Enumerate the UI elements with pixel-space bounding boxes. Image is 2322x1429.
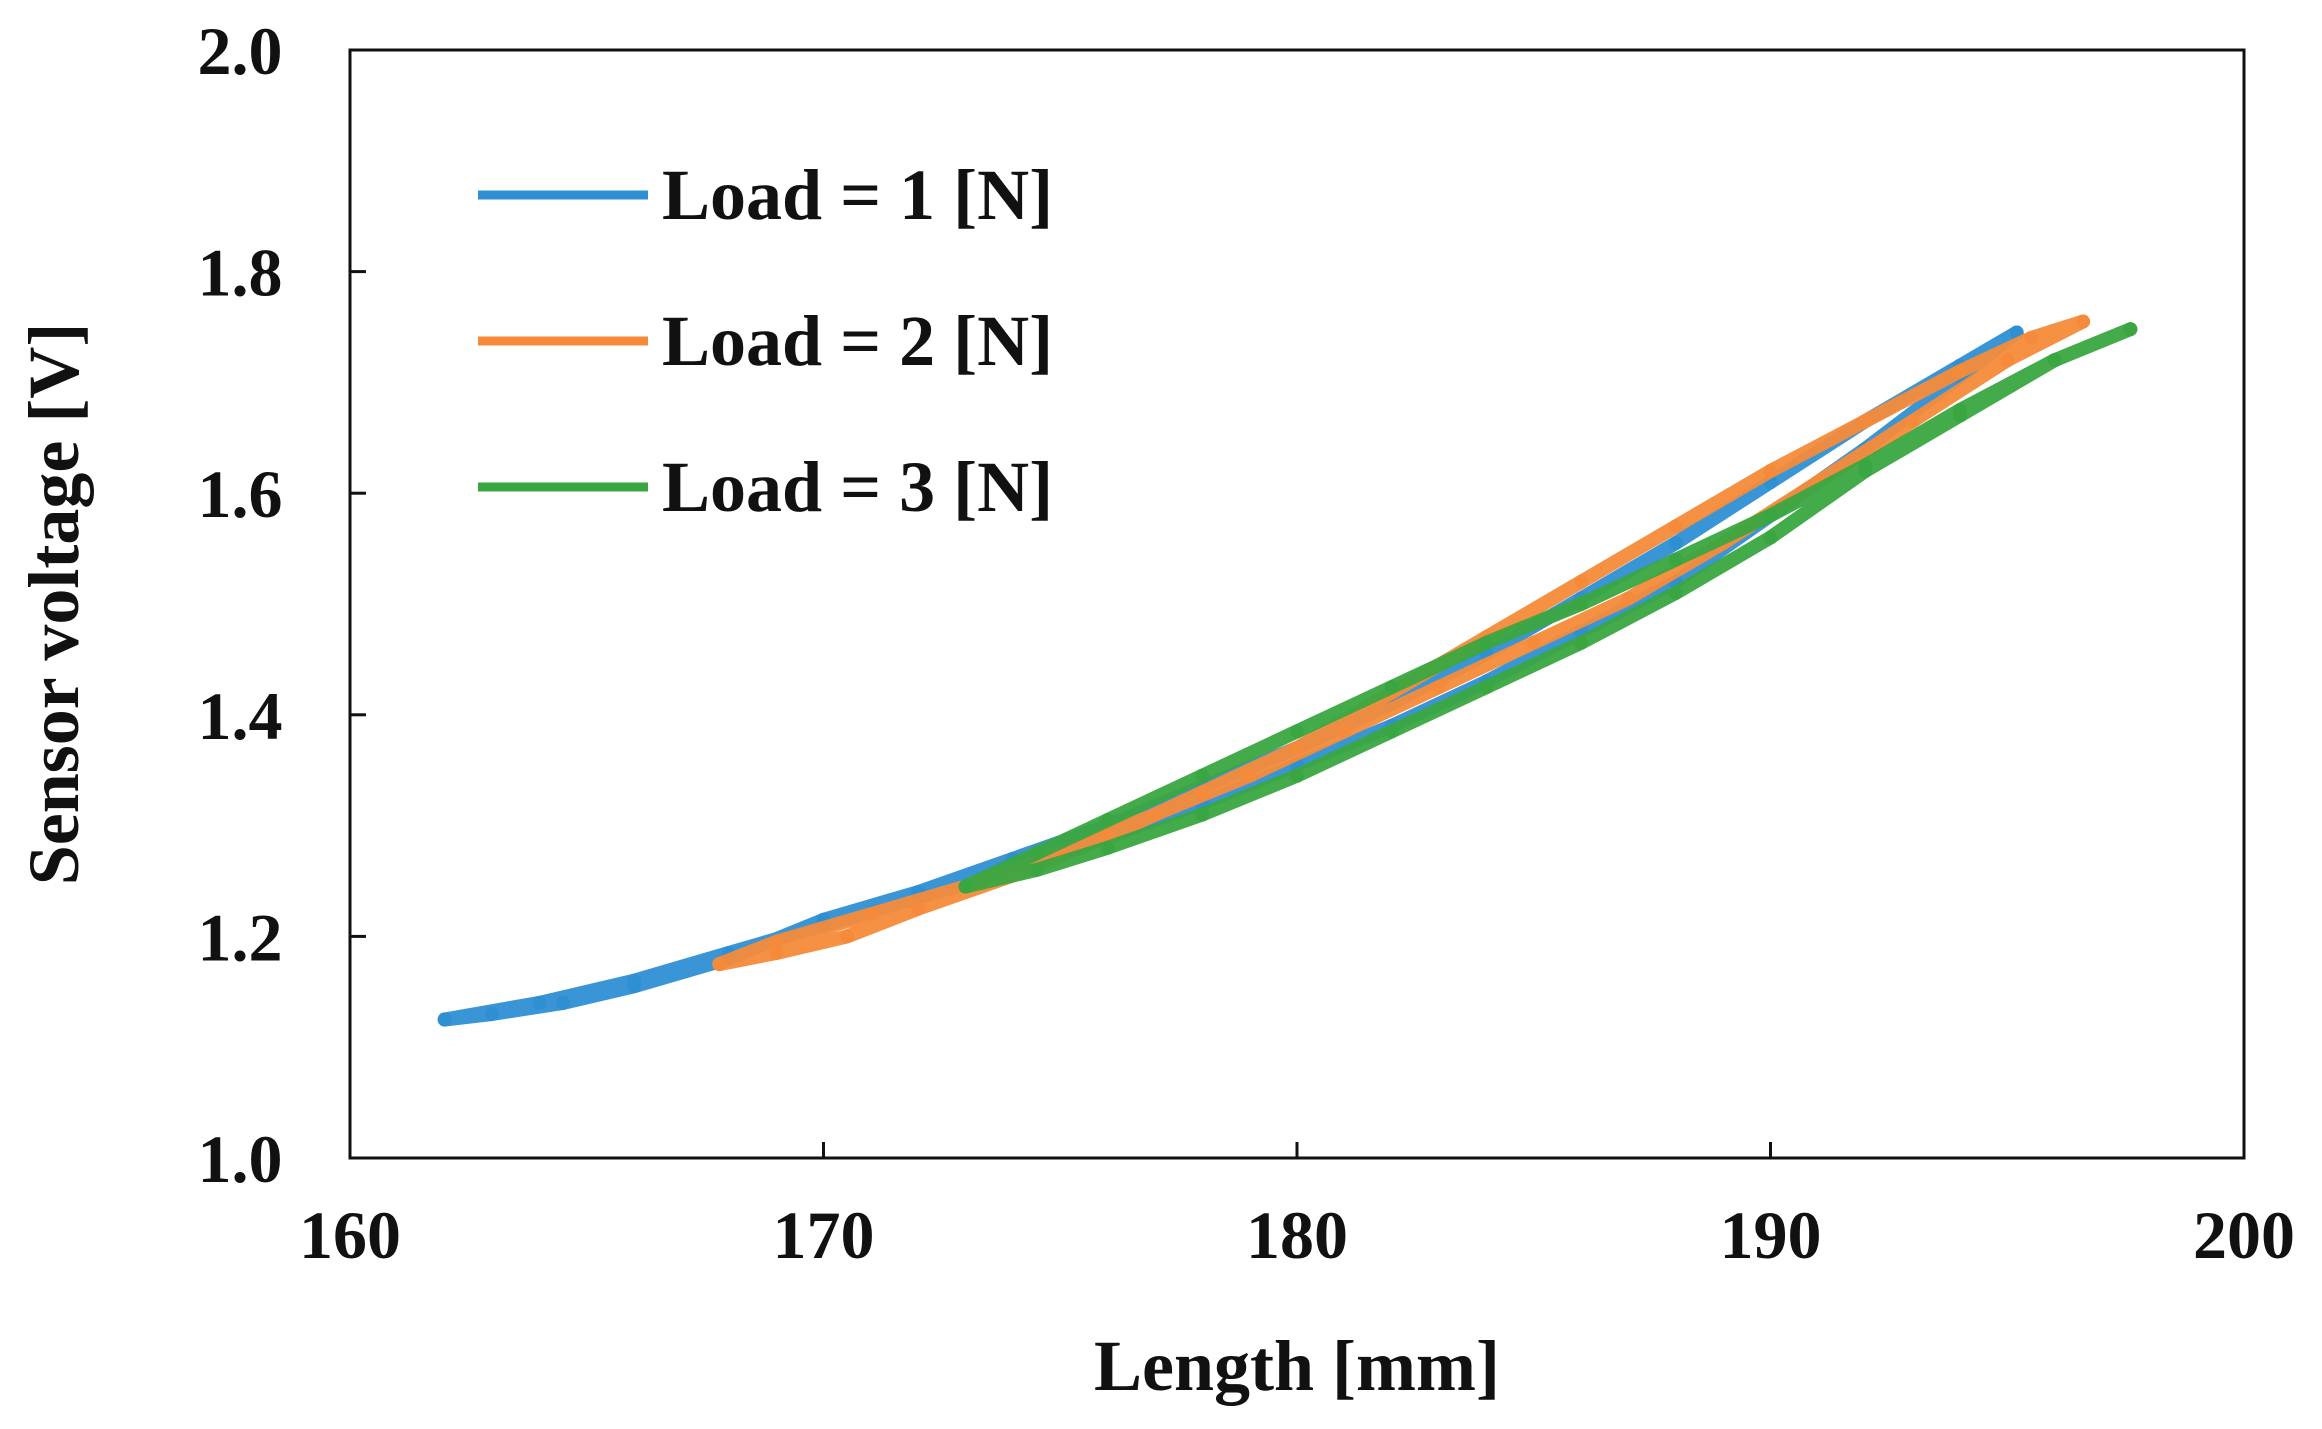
data-point-load-2 [1952, 364, 1967, 379]
data-point-load-2 [1195, 785, 1210, 800]
legend-label-load-3: Load = 3 [N] [662, 447, 1053, 527]
data-point-load-2 [1147, 807, 1162, 822]
y-tick-label: 1.4 [198, 678, 283, 754]
data-point-load-2 [1574, 574, 1589, 589]
data-point-load-3 [2047, 353, 2062, 368]
x-tick-label: 190 [1720, 1197, 1822, 1273]
x-tick-label: 170 [773, 1197, 875, 1273]
ticks-layer: 160 170 180 190 200 1.0 1.2 1.4 1.6 1.8 2.0 [198, 13, 2296, 1273]
data-point-load-1 [437, 1012, 452, 1027]
data-point-load-2 [1290, 741, 1304, 756]
data-point-load-3 [1100, 813, 1115, 828]
y-tick-label: 1.0 [198, 1121, 283, 1197]
legend-label-load-1: Load = 1 [N] [662, 155, 1053, 235]
x-tick-label: 200 [2193, 1197, 2295, 1273]
data-point-load-3 [1029, 846, 1044, 861]
data-point-load-3 [2123, 322, 2138, 337]
y-tick-label: 1.6 [198, 456, 283, 532]
data-point-load-2 [1905, 414, 1920, 429]
data-point-load-2 [1858, 414, 1873, 429]
data-point-load-3 [1574, 635, 1589, 650]
data-point-load-3 [1574, 597, 1589, 611]
data-point-load-3 [1479, 680, 1494, 695]
data-point-load-1 [627, 973, 642, 988]
x-tick-label: 160 [299, 1197, 401, 1273]
legend-label-load-2: Load = 2 [N] [662, 301, 1053, 381]
data-point-load-2 [1432, 680, 1447, 695]
data-point-load-2 [1763, 464, 1778, 479]
data-point-load-3 [1952, 403, 1967, 418]
data-point-load-2 [2000, 353, 2015, 368]
data-point-load-3 [1858, 458, 1873, 473]
data-point-load-3 [1290, 724, 1304, 739]
data-point-load-3 [958, 879, 973, 894]
data-point-load-3 [1384, 724, 1399, 739]
data-point-load-2 [863, 907, 878, 922]
y-tick-label: 1.2 [198, 899, 283, 975]
data-point-load-2 [1337, 724, 1352, 739]
data-point-load-2 [2023, 331, 2038, 346]
y-axis-title: Sensor voltage [V] [14, 323, 94, 886]
y-tick-label: 1.8 [198, 235, 283, 311]
data-point-load-3 [1029, 862, 1044, 877]
y-tick-label: 2.0 [198, 13, 283, 89]
data-point-load-3 [1195, 768, 1210, 783]
x-axis-title: Length [mm] [1094, 1326, 1500, 1406]
data-point-load-3 [1195, 807, 1210, 822]
data-point-load-2 [1526, 635, 1541, 650]
data-point-load-3 [1763, 530, 1778, 545]
data-point-load-3 [1668, 552, 1683, 567]
data-point-load-2 [840, 929, 855, 944]
data-point-load-2 [769, 934, 784, 949]
x-tick-label: 180 [1246, 1197, 1348, 1273]
data-point-load-1 [532, 995, 547, 1010]
data-point-load-2 [911, 901, 926, 916]
data-point-load-1 [485, 1006, 500, 1021]
data-point-load-1 [1668, 536, 1683, 551]
legend: Load = 1 [N] Load = 2 [N] Load = 3 [N] [478, 155, 1053, 527]
data-point-load-3 [1290, 768, 1304, 783]
data-point-load-3 [1384, 680, 1399, 695]
data-point-load-2 [712, 957, 727, 972]
data-point-load-2 [1242, 768, 1257, 783]
series-line-load-2 [712, 314, 2090, 972]
data-point-load-2 [2076, 314, 2091, 329]
data-point-load-3 [1479, 635, 1494, 650]
data-point-load-2 [1668, 519, 1683, 534]
data-point-load-2 [769, 946, 784, 961]
data-point-load-2 [1621, 591, 1636, 606]
data-point-load-3 [1668, 585, 1683, 600]
data-point-load-1 [556, 995, 571, 1010]
series-layer [437, 314, 2138, 1027]
data-point-load-3 [1763, 508, 1778, 523]
data-point-load-3 [1100, 840, 1115, 855]
